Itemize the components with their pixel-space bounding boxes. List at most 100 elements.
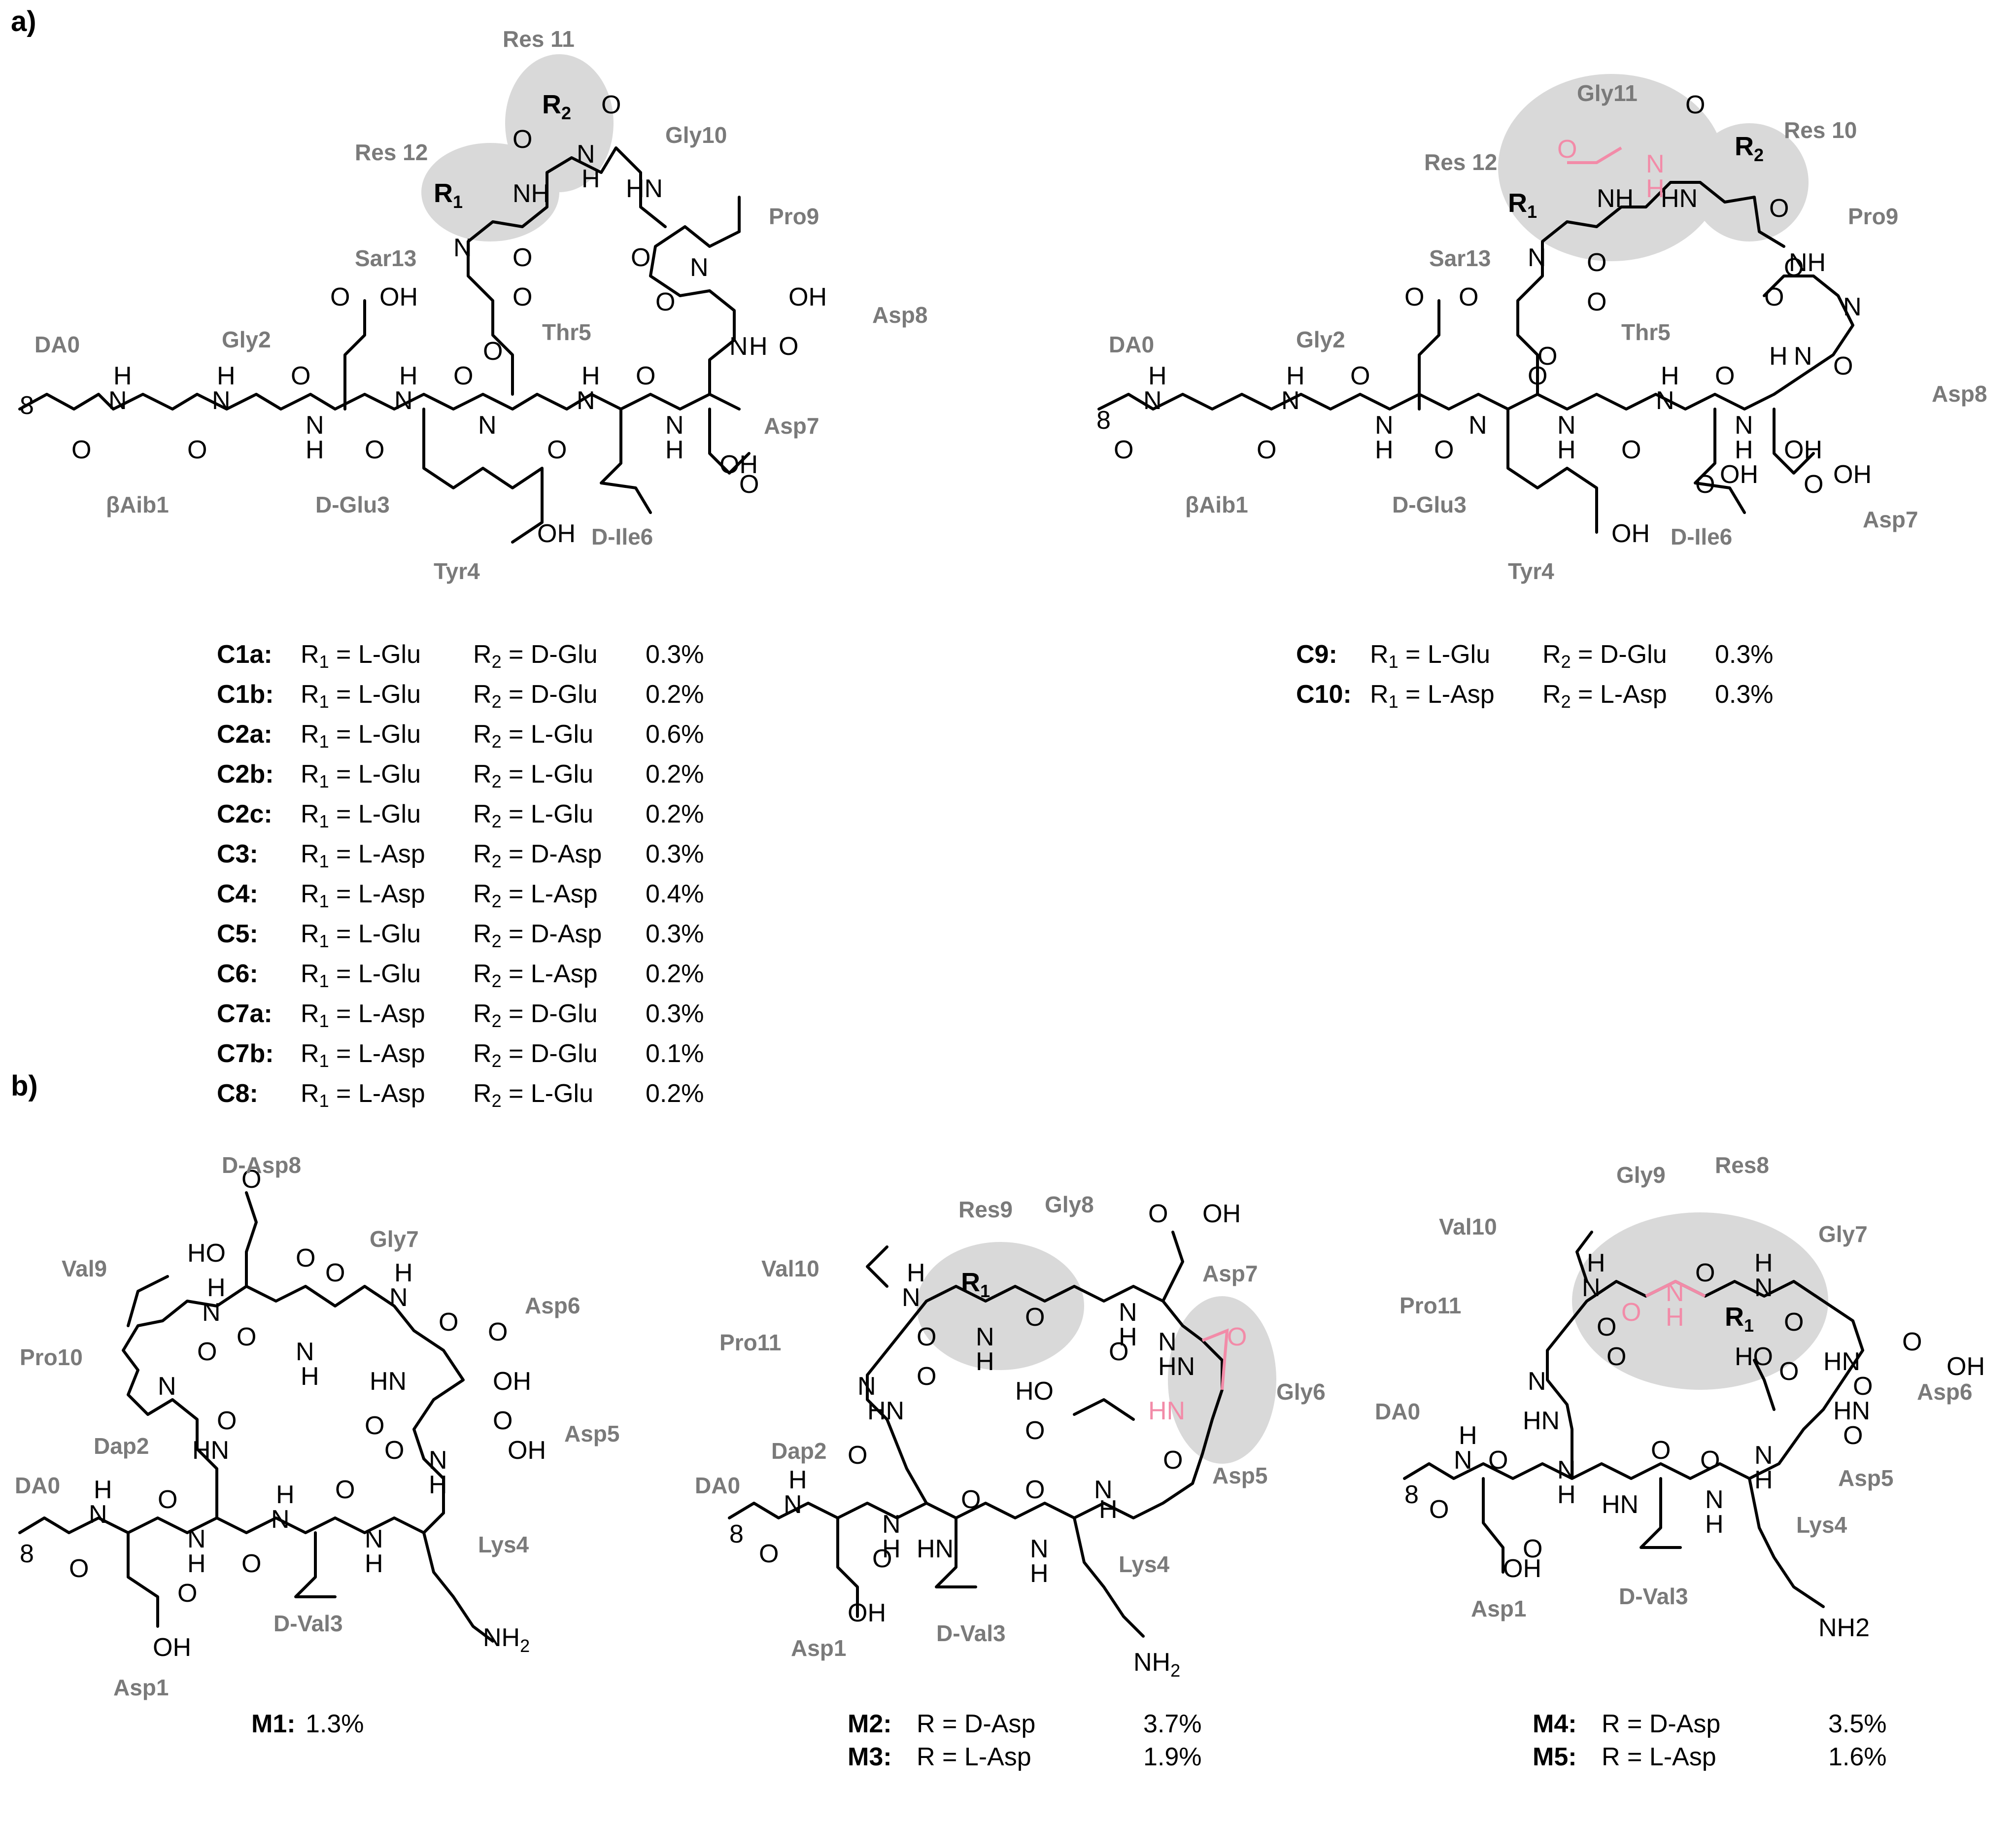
r2-residue: D-Glu [530,640,598,669]
svg-text:O: O [1257,436,1276,464]
svg-text:OH: OH [1611,519,1650,548]
svg-text:O: O [917,1362,936,1391]
svg-text:H: H [581,165,600,193]
svg-text:8: 8 [729,1520,744,1548]
label-tyr4: Tyr4 [434,558,480,584]
pink-bond-a2 [1567,146,1622,164]
r2-residue: D-Glu [1600,640,1667,669]
equals: = [1571,640,1600,669]
compound-id: C9: [1296,640,1337,669]
compound-id: C7b: [217,1039,274,1068]
svg-text:O: O [739,470,759,499]
svg-text:O: O [655,288,675,316]
equals: = [501,640,531,669]
svg-text:O: O [759,1540,779,1568]
label-gly8: Gly8 [1045,1192,1094,1217]
r1-residue: L-Asp [358,1079,425,1108]
svg-text:N: N [1666,1278,1684,1307]
svg-text:N: N [1794,342,1812,371]
r2-subscript: 2 [491,931,502,951]
svg-text:H: H [187,1549,206,1578]
svg-text:O: O [848,1441,867,1470]
r2-value: R2 = D-Asp [473,838,646,878]
side-chain-asp7-a2 [1773,408,1815,475]
compound-id: C5: [217,920,258,948]
equals: = [329,960,358,988]
r2-subscript: 2 [491,731,502,752]
svg-text:O: O [291,362,310,390]
svg-text:O: O [197,1338,217,1366]
percentage: 0.2% [646,680,704,709]
svg-text:NH: NH [513,179,549,208]
label-thr5-b: Thr5 [1621,319,1671,345]
svg-text:O: O [513,125,532,154]
compound-id: C2a: [217,720,273,749]
r1-value: R1 = L-Glu [301,678,473,718]
svg-text:N: N [478,411,497,440]
r2-value: R2 = D-Glu [473,638,646,678]
percentage: 0.2% [646,760,704,789]
r1-symbol: R [301,1079,319,1108]
label-res8: Res8 [1715,1152,1769,1178]
pink-bond-b2 [1201,1328,1229,1390]
svg-text:N: N [1030,1535,1049,1563]
svg-text:H: H [1705,1510,1724,1539]
compound-id: C1b: [217,680,274,709]
r1-residue: L-Glu [358,960,421,988]
side-chain-val10-b3 [1575,1231,1593,1283]
compound-id: C4: [217,880,258,908]
svg-text:O: O [439,1308,458,1337]
svg-text:N: N [1375,411,1394,440]
svg-text:N: N [1646,150,1665,178]
svg-text:N: N [1705,1485,1724,1514]
label-gly2-b: Gly2 [1296,327,1345,352]
svg-text:O: O [1853,1372,1873,1401]
svg-text:O: O [1429,1495,1449,1524]
svg-text:H: H [1375,436,1394,464]
svg-text:N: N [1843,293,1862,321]
svg-text:N: N [365,1525,383,1553]
svg-text:8: 8 [1404,1480,1419,1509]
r1-subscript: 1 [319,652,329,672]
side-chain-val3-b3 [1640,1477,1682,1549]
side-chain-tyr-a2 [1506,408,1598,534]
svg-text:N: N [1158,1328,1177,1356]
label-res9: Res9 [958,1197,1013,1222]
r2-subscript: 2 [491,851,502,871]
table-row: C6: R1 = L-Glu R2 = L-Asp 0.2% [217,958,724,997]
svg-text:HN: HN [192,1436,229,1465]
svg-text:HN: HN [1661,184,1698,213]
svg-text:O: O [1685,91,1705,119]
side-chain-val3-b2 [935,1516,977,1588]
svg-text:O: O [1597,1313,1616,1341]
svg-text:O: O [1587,248,1606,277]
svg-text:O: O [1148,1200,1168,1228]
table-row: C5: R1 = L-Glu R2 = D-Asp 0.3% [217,918,724,958]
r1-value: R1 = L-Asp [301,878,473,918]
svg-text:O: O [71,436,91,464]
caption-m5-id: M5: [1533,1743,1577,1771]
side-chain-asp7-b2 [1162,1231,1184,1303]
label-val10-b: Val10 [1439,1214,1497,1239]
label-da0: DA0 [34,332,80,357]
label-pro9: Pro9 [769,204,819,229]
label-asp7: Asp7 [764,413,819,439]
svg-text:NH2: NH2 [1133,1648,1180,1681]
r1-symbol: R [301,680,319,709]
svg-text:H: H [1666,1303,1684,1332]
side-chain-val3-b1 [294,1531,337,1598]
svg-text:O: O [1227,1323,1247,1351]
r1-value: R1 = L-Glu [301,918,473,958]
svg-text:N: N [1528,1367,1546,1396]
r2-residue: L-Glu [530,1079,594,1108]
label-asp7-c: Asp7 [1202,1261,1258,1286]
svg-text:O: O [1804,470,1823,499]
r1-residue: L-Glu [358,920,421,948]
r2-symbol: R [1542,680,1561,709]
label-val10: Val10 [761,1256,820,1281]
label-thr5: Thr5 [542,319,591,345]
label-val9: Val9 [62,1256,107,1281]
equals: = [329,880,358,908]
label-da0-d: DA0 [695,1473,740,1498]
